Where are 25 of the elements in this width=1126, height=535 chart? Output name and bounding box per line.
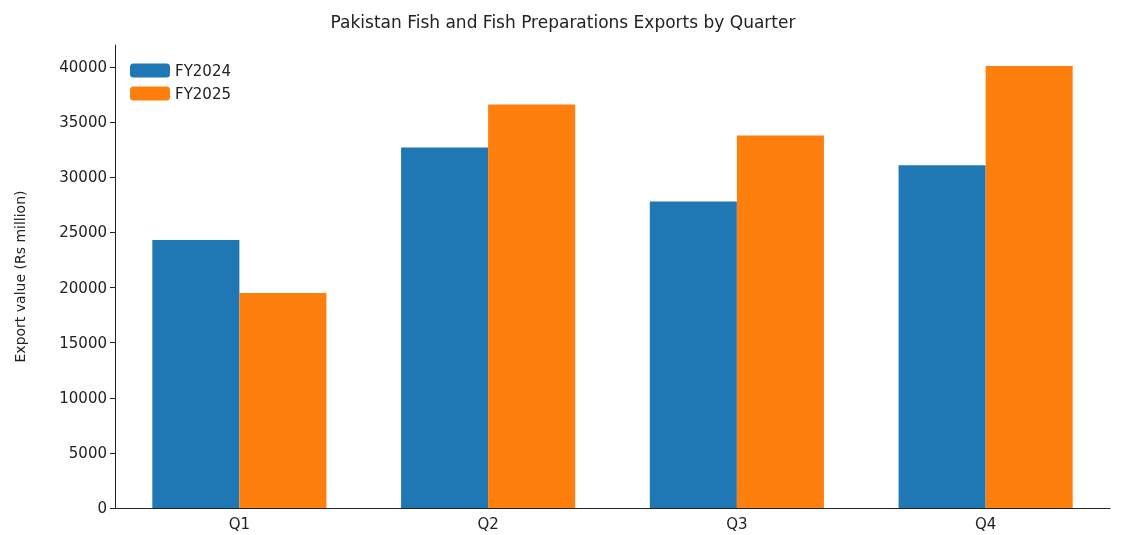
x-tick-label: Q2 (477, 514, 499, 533)
bar (898, 165, 986, 508)
bar (239, 293, 327, 508)
x-tick-label: Q3 (726, 514, 748, 533)
bar (736, 135, 824, 508)
y-tick-label: 10000 (59, 388, 107, 407)
y-tick-label: 25000 (59, 223, 107, 242)
y-axis-title: Export value (Rs million) (12, 190, 28, 363)
bar (649, 201, 737, 508)
x-tick-label: Q4 (974, 514, 997, 533)
y-tick-label: 0 (97, 499, 107, 517)
bar (401, 147, 489, 508)
y-tick-label: 20000 (59, 278, 107, 297)
y-tick-label: 40000 (59, 58, 107, 77)
legend-label: FY2024 (175, 61, 231, 80)
bar (152, 240, 240, 508)
y-tick-label: 5000 (68, 443, 107, 462)
y-tick-label: 35000 (59, 113, 107, 132)
bar (985, 65, 1073, 508)
y-tick-label: 15000 (59, 333, 107, 352)
bar (488, 104, 576, 508)
legend-label: FY2025 (175, 84, 231, 103)
y-tick-label: 30000 (59, 168, 107, 187)
x-tick-label: Q1 (228, 514, 251, 533)
chart-title: Pakistan Fish and Fish Preparations Exports by Quarter (330, 11, 796, 32)
